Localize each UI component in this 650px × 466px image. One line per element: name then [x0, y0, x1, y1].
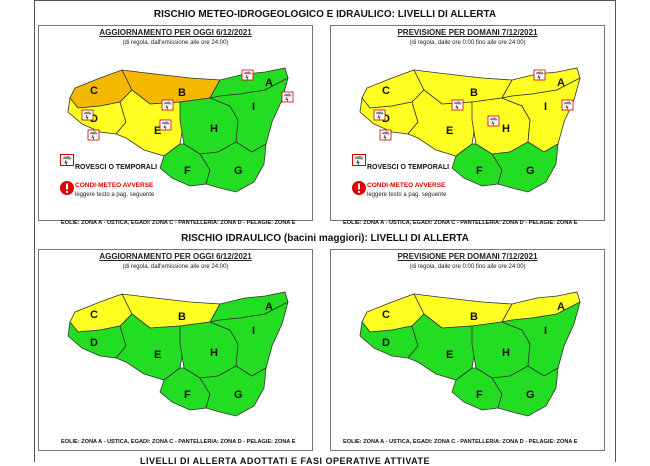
zone-label-a: A [265, 301, 273, 313]
zone-label-h: H [502, 347, 510, 359]
zone-label-h: H [210, 123, 218, 135]
thunderstorm-icon [379, 129, 392, 141]
header-meteo-idro: RISCHIO METEO-IDROGEOLOGICO E IDRAULICO:… [153, 9, 497, 20]
panel-title: PREVISIONE PER DOMANI 7/12/2021 [397, 252, 538, 261]
panel-title: PREVISIONE PER DOMANI 7/12/2021 [397, 28, 538, 37]
thunderstorm-icon [487, 115, 500, 127]
thunderstorm-icon [352, 154, 366, 166]
zone-i [500, 77, 581, 153]
next-section-heading: LIVELLI DI ALLERTA ADOTTATI E FASI OPERA… [140, 456, 430, 466]
panel-title: AGGIORNAMENTO PER OGGI 6/12/2021 [99, 252, 252, 261]
zone-label-e: E [154, 125, 161, 137]
thunderstorm-icon [81, 109, 94, 121]
zone-g [491, 365, 559, 417]
thunderstorm-icon [533, 69, 546, 81]
panel-subtitle: (di regola, dall'emissione alle ore 24:0… [122, 40, 229, 46]
zone-i [208, 301, 289, 377]
legend-leggere-label: leggere testo a pag. seguente [75, 192, 155, 198]
legend-rovesci-label: ROVESCI O TEMPORALI [367, 164, 450, 171]
panel-title: AGGIORNAMENTO PER OGGI 6/12/2021 [99, 28, 252, 37]
thunderstorm-icon [373, 109, 386, 121]
zone-label-b: B [178, 87, 186, 99]
thunderstorm-icon [451, 99, 464, 111]
zone-label-c: C [382, 309, 390, 321]
panel-subtitle: (di regola, dalle ore 0:00 fino alle ore… [409, 264, 526, 270]
zone-label-b: B [470, 311, 478, 323]
zone-label-b: B [470, 87, 478, 99]
zone-label-h: H [502, 123, 510, 135]
panel-footer: EOLIE: ZONA A - USTICA, EGADI: ZONA C - … [61, 439, 296, 445]
zone-g [199, 141, 267, 193]
zone-label-g: G [234, 389, 243, 401]
zone-label-c: C [90, 85, 98, 97]
legend-rovesci-label: ROVESCI O TEMPORALI [75, 164, 158, 171]
zone-i [500, 301, 581, 377]
zone-label-i: I [544, 101, 547, 113]
zone-label-f: F [184, 165, 191, 177]
panel-subtitle: (di regola, dall'emissione alle ore 24:0… [122, 264, 229, 270]
panel-footer: EOLIE: ZONA A - USTICA, EGADI: ZONA C - … [343, 220, 578, 226]
panel-footer: EOLIE: ZONA A - USTICA, EGADI: ZONA C - … [343, 439, 578, 445]
panel-footer: EOLIE: ZONA A - USTICA, EGADI: ZONA C - … [61, 220, 296, 226]
legend-condi-label: CONDI-METEO AVVERSE [367, 182, 446, 189]
zone-label-b: B [178, 311, 186, 323]
zone-label-i: I [544, 325, 547, 337]
thunderstorm-icon [60, 154, 74, 166]
zone-label-g: G [526, 389, 535, 401]
zone-label-i: I [252, 325, 255, 337]
thunderstorm-icon [159, 119, 172, 131]
zone-label-e: E [154, 349, 161, 361]
zone-label-g: G [234, 165, 243, 177]
legend-leggere-label: leggere testo a pag. seguente [367, 192, 447, 198]
sicily-map-tomorrow-idraulico: A B C D E H I F G [359, 291, 581, 417]
zone-i [208, 77, 289, 153]
zone-label-e: E [446, 349, 453, 361]
sicily-map-tomorrow-meteo: A B C D E H I F G [359, 67, 581, 193]
zone-g [491, 141, 559, 193]
zone-label-h: H [210, 347, 218, 359]
zone-label-e: E [446, 125, 453, 137]
zone-label-c: C [382, 85, 390, 97]
thunderstorm-icon [241, 69, 254, 81]
sicily-map-today-meteo: A B C D E H I F G [67, 67, 294, 193]
exclamation-icon [352, 181, 366, 195]
sicily-map-today-idraulico: A B C D E H I F G [67, 291, 289, 417]
zone-label-a: A [557, 77, 565, 89]
thunderstorm-icon [87, 129, 100, 141]
exclamation-icon [60, 181, 74, 195]
zone-label-d: D [382, 337, 390, 349]
document-frame [34, 0, 616, 462]
zone-label-f: F [476, 389, 483, 401]
zone-label-a: A [265, 77, 273, 89]
zone-label-f: F [184, 389, 191, 401]
thunderstorm-icon [161, 99, 174, 111]
zone-label-d: D [382, 113, 390, 125]
thunderstorm-icon [561, 99, 574, 111]
thunderstorm-icon [281, 91, 294, 103]
panel-subtitle: (di regola, dalle ore 0:00 fino alle ore… [409, 40, 526, 46]
zone-g [199, 365, 267, 417]
zone-label-c: C [90, 309, 98, 321]
zone-label-d: D [90, 337, 98, 349]
zone-label-i: I [252, 101, 255, 113]
zone-label-d: D [90, 113, 98, 125]
zone-label-g: G [526, 165, 535, 177]
header-idraulico: RISCHIO IDRAULICO (bacini maggiori): LIV… [181, 233, 469, 244]
zone-label-f: F [476, 165, 483, 177]
zone-label-a: A [557, 301, 565, 313]
top-rule [34, 0, 616, 1]
legend-condi-label: CONDI-METEO AVVERSE [75, 182, 154, 189]
